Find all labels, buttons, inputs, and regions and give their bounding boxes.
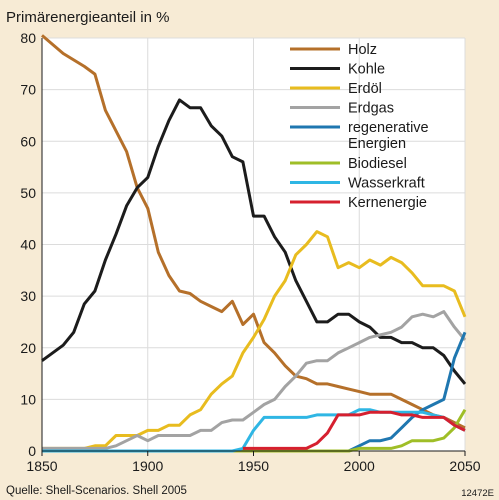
series-layer [41, 34, 467, 453]
legend-label-biodiesel: Biodiesel [348, 156, 407, 172]
x-tick-label: 1950 [238, 458, 269, 474]
y-tick-label: 30 [20, 288, 36, 304]
legend-label-holz: Holz [348, 42, 377, 58]
legend-label-kernenergie: Kernenergie [348, 195, 427, 211]
series-line-holz [41, 34, 466, 430]
y-tick-label: 20 [20, 340, 36, 356]
y-tick-label: 60 [20, 133, 36, 149]
y-tick-label: 10 [20, 391, 36, 407]
x-tick-label: 1900 [132, 458, 163, 474]
x-tick-label: 2000 [344, 458, 375, 474]
y-tick-label: 50 [20, 185, 36, 201]
x-tick-label: 1850 [26, 458, 57, 474]
legend-label-erdgas: Erdgas [348, 101, 394, 117]
legend-label-wasserkraft: Wasserkraft [348, 176, 425, 192]
legend-label-regenerative-energien: regenerative Energien [348, 120, 429, 152]
series-line-kohle [41, 98, 467, 385]
series-line-regenerative-energien [42, 331, 467, 453]
y-tick-label: 70 [20, 82, 36, 98]
x-tick-label: 2050 [449, 458, 480, 474]
y-tick-label: 80 [20, 30, 36, 46]
axes: 0 10 20 30 40 50 60 70 80 1850 1900 1950 2000 2050 [20, 30, 480, 474]
series-line-biodiesel [42, 408, 467, 453]
y-tick-label: 0 [28, 443, 36, 459]
series-line-kernenergie [242, 410, 466, 450]
series-line-erd-l [42, 230, 467, 450]
figure-code: 12472E [461, 488, 494, 499]
source-note: Quelle: Shell-Scenarios. Shell 2005 [6, 485, 187, 497]
legend-label-kohle: Kohle [348, 62, 385, 78]
legend: Holz Kohle Erdöl Erdgas regenerative Energien… [290, 42, 429, 211]
y-axis-label: Primärenergieanteil in % [6, 9, 169, 26]
series-line-erdgas [42, 310, 467, 450]
legend-label-erd-l: Erdöl [348, 81, 382, 97]
y-tick-label: 40 [20, 237, 36, 253]
